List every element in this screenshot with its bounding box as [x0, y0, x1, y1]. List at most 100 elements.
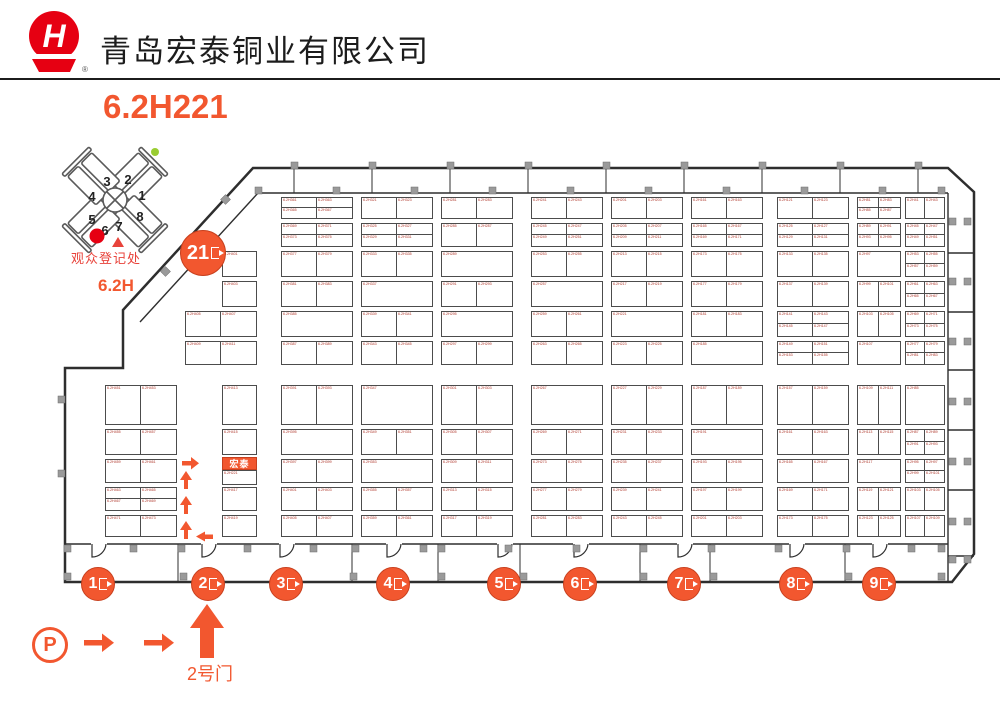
booth-label: 6.2H409: [187, 342, 201, 347]
gate-marker-1: 1: [81, 567, 115, 601]
booth: 6.2H275: [566, 459, 603, 483]
booth: 6.2H403: [222, 281, 257, 307]
booth: 6.2H317: [441, 515, 477, 537]
street-arrow-right-1: [84, 633, 114, 652]
booth: 6.2H103: [857, 311, 879, 337]
booth-label: 6.2H467: [107, 499, 121, 504]
booth-label: 6.2H105: [880, 312, 894, 317]
booth-label: 6.2H91: [907, 442, 919, 447]
booth-label: 6.2H55: [926, 252, 938, 257]
booth: 6.2H249: [531, 234, 567, 247]
booth-label: 6.2H47: [926, 224, 938, 229]
booth-label: 6.2H149: [779, 342, 793, 347]
booth: 6.2H225: [646, 341, 683, 365]
registration-label: 观众登记处: [70, 251, 141, 266]
gate-number: 6: [570, 575, 580, 592]
booth: 6.2H217: [611, 281, 647, 307]
booth-label: 6.2H343: [363, 342, 377, 347]
booth-label: 6.2H41: [907, 198, 919, 203]
booth-label: 6.2H97: [859, 252, 871, 257]
booth-label: 6.2H383: [318, 282, 332, 287]
gate-number: 4: [383, 575, 393, 592]
booth-label: 6.2H127: [814, 224, 828, 229]
booth: 6.2H367: [316, 207, 353, 219]
booth-label: 6.2H203: [728, 516, 742, 521]
booth: 6.2H377: [281, 251, 317, 277]
booth: 6.2H121: [777, 197, 813, 219]
booth: 6.2H273: [531, 459, 567, 483]
booth: 6.2H67: [924, 293, 945, 307]
booth-label: 6.2H171: [728, 235, 742, 240]
gate-marker-5: 5: [487, 567, 521, 601]
booth: 6.2H107: [905, 515, 925, 537]
booth-label: 6.2H359: [363, 516, 377, 521]
booth: 6.2H119: [857, 487, 879, 511]
booth: 6.2H139: [812, 281, 849, 307]
booth-label: 6.2H249: [533, 235, 547, 240]
booth-label: 6.2H93: [859, 235, 871, 240]
booth-label: 6.2H181: [693, 312, 707, 317]
booth-label: 6.2H75: [926, 324, 938, 329]
booth-label: 6.2H251: [568, 235, 582, 240]
booth: 6.2H471: [105, 515, 141, 537]
door-arcs: [91, 542, 888, 558]
booth: 6.2H261: [566, 311, 603, 337]
booth-label: 6.2H403: [318, 488, 332, 493]
booth: 6.2H197: [691, 487, 727, 511]
booth: 6.2H345: [396, 341, 433, 365]
booth: 6.2H95: [878, 234, 901, 247]
booth-label: 6.2H299: [478, 342, 492, 347]
booth: 6.2H161: [691, 197, 727, 219]
booth-label: 6.2H357: [398, 488, 412, 493]
exit-door-icon: [211, 247, 225, 259]
booth: 6.2H203: [646, 197, 683, 219]
booth-label: 6.2H391: [283, 386, 297, 391]
booth-label: 6.2H303: [478, 386, 492, 391]
booth-code-title: 6.2H221: [103, 88, 228, 125]
booth: 6.2H391: [281, 385, 317, 425]
street-arrow-right-2: [144, 633, 174, 652]
booth: 6.2H195: [726, 459, 763, 483]
booth-label: 6.2H97: [926, 460, 938, 465]
booth-label: 6.2H253: [533, 252, 547, 257]
booth: 6.2H147: [812, 323, 849, 337]
booth-label: 6.2H169: [779, 488, 793, 493]
booth: 6.2H169: [691, 234, 727, 247]
booth: 6.2H213: [611, 251, 647, 277]
booth: 6.2H379: [316, 251, 353, 277]
booth: 6.2H175: [812, 515, 849, 537]
booth: 6.2H311: [476, 459, 513, 483]
booth-label: 6.2H109: [926, 516, 940, 521]
booth-label: 6.2H129: [779, 235, 793, 240]
booth: 6.2H107: [857, 341, 901, 365]
booth-label: 6.2H85: [907, 386, 919, 391]
booth: 6.2H41: [905, 197, 925, 219]
booth: 6.2H91: [905, 441, 925, 455]
booth: 6.2H251: [566, 234, 603, 247]
booth-label: 6.2H407: [318, 516, 332, 521]
booth-label: 6.2H295: [443, 312, 457, 317]
booth: 6.2H389: [316, 341, 353, 365]
booth: 6.2H171: [812, 487, 849, 511]
hall-number-8: 8: [136, 209, 143, 224]
booth-label: 6.2H71: [926, 312, 938, 317]
booth: 6.2H117: [857, 459, 901, 483]
booth: 6.2H285: [441, 223, 477, 247]
booth: 6.2H297: [441, 341, 477, 365]
booth: 6.2H243: [566, 197, 603, 219]
booth: 6.2H43: [924, 197, 945, 219]
booth-label: 6.2H407: [222, 312, 236, 317]
gate-number: 9: [869, 575, 879, 592]
parking-icon: P: [32, 627, 68, 663]
booth-label: 6.2H115: [880, 430, 894, 435]
booth-label: 6.2H99: [907, 471, 919, 476]
booth: 6.2H145: [777, 323, 813, 337]
booth-label: 6.2H275: [568, 460, 582, 465]
booth-label: 6.2H405: [187, 312, 201, 317]
booth-label: 6.2H309: [443, 460, 457, 465]
gate-marker-6: 6: [563, 567, 597, 601]
booth: 6.2H85: [857, 207, 879, 219]
booth-label: 6.2H279: [568, 488, 582, 493]
booth: 6.2H469: [140, 498, 177, 511]
